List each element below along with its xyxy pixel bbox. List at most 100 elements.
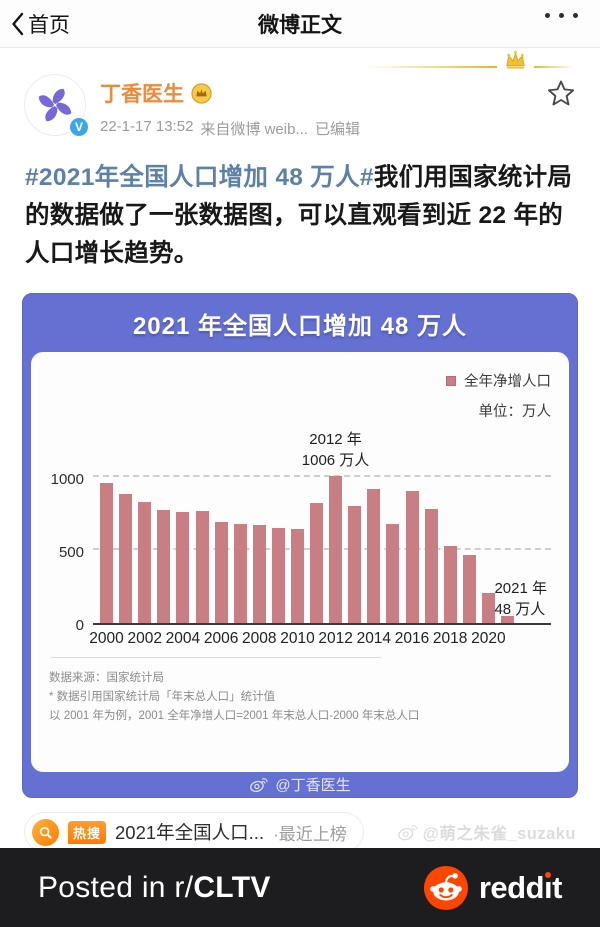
bar-2014 (367, 488, 381, 623)
crown-decoration (365, 50, 574, 78)
weibo-v-badge-icon: V (68, 116, 90, 138)
author-name[interactable]: 丁香医生 (100, 83, 184, 106)
bars-row (97, 465, 517, 623)
hot-badge: 热搜 (68, 820, 107, 844)
bar-2001 (119, 493, 133, 623)
crown-icon (506, 50, 525, 69)
post-body: 我们用国家统计局的数据做了一张数据图，可以直观看到近 22 年的人口增长趋势。 (25, 164, 573, 267)
x-tick-label: 2012 (318, 630, 353, 647)
x-tick-label: 2008 (242, 630, 277, 647)
x-tick-label: 2018 (432, 630, 468, 647)
bar-slot (364, 465, 383, 623)
back-button[interactable]: 首页 (10, 0, 70, 48)
hot-search-pill[interactable]: 热搜 2021年全国人口... ·最近上榜 (24, 812, 364, 852)
watermark: @萌之朱雀_suzaku (397, 820, 576, 844)
weibo-eye-icon (250, 778, 269, 793)
avatar[interactable]: V (24, 74, 90, 138)
star-outline-icon[interactable] (546, 78, 576, 108)
x-tick-label: 2016 (394, 630, 430, 647)
x-tick-label: 2014 (356, 630, 392, 647)
x-axis-labels: 2000 2002 2004 2006 2008 2010 2012 2014 2016 2018… (89, 623, 517, 651)
chart-area: 0 500 1000 2012 年 1006 万人 2021 年 48 万人 200 (49, 431, 551, 647)
y-tick-label: 500 (58, 544, 84, 561)
x-tick-label: 2006 (203, 630, 239, 647)
bar-slot (250, 465, 269, 623)
bar-2006 (214, 521, 228, 623)
subreddit-name: CLTV (193, 870, 271, 904)
y-tick-label: 1000 (50, 471, 84, 488)
x-tick-label: 2004 (165, 630, 201, 647)
bar-2004 (176, 511, 190, 623)
bar-2019 (462, 554, 476, 623)
chart-image[interactable]: 2021 年全国人口增加 48 万人 全年净增人口 单位：万人 0 500 1000… (22, 293, 578, 798)
bar-2015 (386, 523, 400, 623)
bar-slot (403, 465, 422, 623)
watermark-handle: @萌之朱雀_suzaku (422, 825, 576, 843)
clover-logo-icon (38, 88, 72, 122)
bar-slot (212, 465, 231, 623)
bar-2017 (424, 509, 438, 623)
bar-slot (269, 465, 288, 623)
x-tick-label: 2002 (127, 630, 162, 647)
bar-2011 (310, 502, 324, 623)
reddit-wordmark: reddıt (478, 869, 563, 905)
bar-slot (479, 465, 498, 623)
bar-slot (288, 465, 307, 623)
back-label: 首页 (28, 14, 70, 37)
chart-card: 全年净增人口 单位：万人 0 500 1000 2012 年 1006 万人 202… (31, 352, 569, 772)
bar-2012 (329, 476, 343, 623)
reddit-branding: reddıt (423, 865, 563, 911)
bar-slot (460, 465, 479, 623)
timestamp: 22-1-17 13:52 (100, 118, 194, 135)
bar-2009 (271, 528, 285, 623)
weibo-eye-icon (398, 825, 418, 841)
bar-slot (116, 465, 135, 623)
bar-slot (154, 465, 173, 623)
bar-slot (231, 465, 250, 623)
more-dots-icon[interactable] (545, 13, 578, 18)
gold-line (365, 66, 497, 68)
chart-note: * 数据引用国家统计局「年末总人口」统计值 (49, 691, 276, 703)
bar-slot (441, 465, 460, 623)
bar-2005 (195, 510, 209, 623)
bar-2016 (405, 490, 419, 623)
credit-handle: @丁香医生 (275, 777, 351, 794)
chart-notes: 数据来源：国家统计局 * 数据引用国家统计局「年末总人口」统计值以 2001 年为… (49, 669, 551, 726)
bar-slot (307, 465, 326, 623)
posted-in-label: Posted in r/CLTV (38, 870, 271, 904)
gold-line (534, 66, 574, 68)
page-title: 微博正文 (258, 13, 342, 37)
x-tick-label: 2010 (280, 630, 315, 647)
chart-plot: 2012 年 1006 万人 2021 年 48 万人 2000 2002 2004… (89, 431, 551, 647)
bar-2007 (233, 523, 247, 623)
source-label: 来自微博 weib... (200, 121, 308, 138)
bar-slot (135, 465, 154, 623)
bar-2018 (443, 545, 457, 623)
chart-legend: 全年净增人口 单位：万人 (49, 370, 551, 421)
unit-label: 单位：万人 (478, 404, 552, 420)
bar-2020 (481, 593, 495, 623)
chevron-left-icon (12, 12, 24, 36)
gold-vip-badge-icon (191, 82, 212, 104)
nav-bar: 首页 微博正文 (0, 0, 600, 48)
y-tick-label: 0 (75, 617, 84, 634)
chart-title: 2021 年全国人口增加 48 万人 (132, 312, 468, 340)
bar-2013 (348, 505, 362, 623)
hot-search-magnifier-icon (32, 818, 59, 846)
bar-2002 (138, 502, 152, 623)
bar-slot (173, 465, 192, 623)
bar-2021 (501, 616, 515, 623)
notes-divider (51, 657, 381, 658)
bar-slot (97, 465, 116, 623)
bar-slot (326, 465, 345, 623)
x-tick-label: 2000 (89, 630, 124, 647)
hashtag-link[interactable]: #2021年全国人口增加 48 万人# (25, 164, 374, 191)
legend-label: 全年净增人口 (464, 374, 551, 390)
chart-note: 以 2001 年为例，2001 全年净增人口=2001 年末总人口-2000 年… (49, 710, 420, 722)
bar-2003 (157, 510, 171, 623)
x-tick-label: 2020 (471, 630, 506, 647)
bar-slot (383, 465, 402, 623)
legend-swatch (446, 375, 456, 386)
reddit-overlay-bar: Posted in r/CLTV reddıt (0, 848, 600, 927)
bar-slot (498, 465, 517, 623)
